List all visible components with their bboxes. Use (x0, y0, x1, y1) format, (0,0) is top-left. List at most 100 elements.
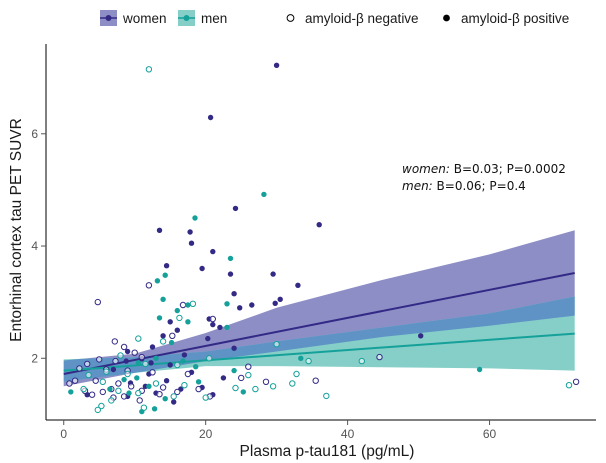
men-negative-point (252, 385, 259, 393)
annotation-1: men: B=0.06; P=0.4 (402, 179, 526, 193)
women-negative-point (145, 282, 153, 289)
women-negative-point (112, 357, 119, 365)
women-positive-point (110, 366, 117, 373)
women-positive-point (167, 362, 173, 368)
men-negative-point (142, 360, 149, 368)
y-tick-label: 6 (31, 127, 38, 141)
women-negative-point (88, 391, 96, 398)
women-positive-point (207, 114, 214, 121)
men-positive-point (298, 355, 304, 361)
men-positive-point (227, 255, 234, 262)
women-positive-point (231, 291, 237, 297)
women-positive-point (231, 345, 237, 351)
plot-area (63, 62, 580, 415)
men-positive-point (68, 389, 74, 395)
men-positive-point (146, 383, 152, 389)
men-positive-point (261, 191, 267, 198)
legend-label: amyloid-β positive (461, 11, 569, 26)
women-negative-point (262, 378, 270, 385)
men-negative-point (135, 335, 142, 342)
men-positive-point (162, 396, 168, 402)
women-negative-point (572, 378, 580, 385)
women-negative-point (84, 360, 91, 368)
women-positive-point (270, 271, 276, 277)
women-positive-point (148, 360, 154, 366)
men-positive-point (160, 296, 166, 302)
women-negative-point (76, 365, 83, 372)
women-negative-point (128, 383, 135, 390)
legend-label: amyloid-β negative (305, 11, 419, 26)
women-negative-point (66, 380, 73, 387)
annotation-group: men: (402, 179, 433, 193)
men-positive-point (192, 215, 198, 221)
y-tick-label: 4 (31, 239, 38, 253)
men-positive-point (168, 339, 175, 346)
women-positive-point (316, 222, 322, 228)
women-positive-point (124, 348, 131, 355)
women-negative-point (92, 377, 99, 384)
men-negative-point (293, 370, 300, 378)
women-positive-point (199, 265, 205, 272)
women-negative-point (94, 298, 102, 306)
women-positive-point (277, 296, 283, 302)
men-positive-point (240, 389, 246, 395)
women-positive-point (123, 358, 129, 364)
x-axis-label: Plasma p-tau181 (pg/mL) (240, 443, 415, 460)
women-negative-point (96, 356, 103, 363)
annotation-stats: B=0.06; P=0.4 (433, 179, 526, 193)
women-positive-point (163, 378, 170, 384)
annotation-0: women: B=0.03; P=0.0002 (402, 162, 566, 176)
women-negative-point (138, 353, 146, 361)
men-negative-point (206, 355, 213, 362)
women-negative-point (131, 349, 138, 356)
men-positive-point (195, 379, 202, 385)
men-negative-point (181, 382, 188, 389)
women-legend-point (105, 15, 112, 21)
men-positive-point (154, 278, 161, 284)
men-positive-point (153, 355, 159, 361)
men-negative-point (85, 371, 92, 379)
women-positive-point (273, 62, 280, 68)
women-negative-point (245, 363, 252, 370)
men-negative-point (170, 393, 177, 400)
women-negative-point (169, 332, 176, 339)
women-negative-point (179, 301, 187, 309)
men-negative-point (103, 368, 110, 375)
men-negative-point (117, 352, 124, 359)
men-negative-point (140, 404, 148, 411)
women-positive-point (181, 352, 188, 358)
men-positive-point (135, 360, 141, 366)
men-positive-point (224, 301, 230, 307)
women-positive-point (160, 333, 166, 339)
men-negative-point (135, 389, 142, 397)
legend-label: men (201, 11, 227, 26)
men-positive-point (121, 376, 127, 383)
women-positive-point (232, 205, 239, 212)
women-negative-point (136, 397, 143, 404)
stat-annotations: women: B=0.03; P=0.0002 men: B=0.06; P=0.… (402, 162, 566, 193)
y-axis-label: Entorhinal cortex tau PET SUVR (8, 118, 25, 342)
women-negative-point (174, 388, 181, 396)
men-positive-point (151, 406, 158, 412)
men-negative-point (159, 338, 167, 345)
men-negative-point (305, 357, 312, 365)
women-positive-point (418, 333, 424, 339)
women-positive-point (171, 399, 177, 405)
women-negative-point (156, 391, 163, 398)
men-negative-point (108, 397, 115, 404)
women-positive-point (156, 227, 163, 233)
men-positive-point (231, 367, 237, 374)
women-positive-point (188, 240, 195, 246)
men-positive-point (126, 390, 132, 396)
men-legend-point (183, 15, 190, 21)
women-positive-point (149, 344, 156, 350)
men-positive-point (180, 358, 186, 364)
y-tick-label: 2 (31, 351, 38, 365)
women-negative-point (209, 315, 217, 323)
women-positive-point (210, 248, 216, 255)
men-negative-point (269, 383, 277, 390)
men-positive-point (185, 319, 191, 325)
men-negative-point (174, 361, 181, 369)
women-fit-line (63, 271, 575, 375)
x-tick-label: 20 (199, 427, 213, 441)
